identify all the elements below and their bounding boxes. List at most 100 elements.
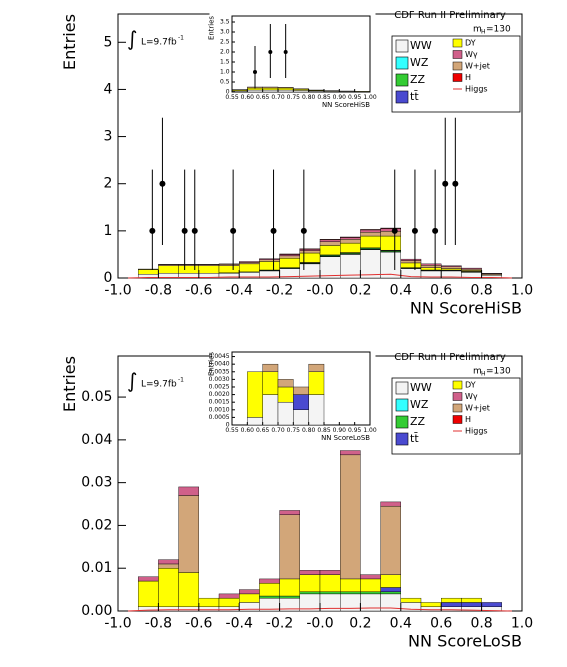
y-tick-label: 0.0035 [209, 368, 230, 375]
x-tick-label: -0.2 [266, 283, 293, 299]
histogram-segment [277, 401, 294, 426]
y-tick-label: 5 [103, 34, 112, 50]
histogram-segment [400, 262, 422, 268]
histogram-segment [420, 265, 442, 268]
legend-label: WZ [410, 56, 429, 69]
y-axis-label: Entries [208, 352, 216, 376]
histogram-segment [319, 570, 341, 575]
histogram-segment [461, 268, 482, 271]
integral-sign: ∫ [127, 369, 137, 393]
x-tick-label: 0.55 [225, 94, 239, 101]
legend-label: H [465, 73, 471, 82]
histogram-segment [441, 266, 462, 269]
histogram-segment [319, 241, 341, 246]
histogram-segment [158, 563, 179, 569]
histogram-segment [259, 259, 280, 262]
histogram-segment [340, 454, 361, 580]
x-tick-label: -0.6 [185, 283, 212, 299]
histogram-segment [279, 595, 301, 599]
legend-label: DY [465, 381, 476, 390]
x-tick-label: 1.00 [363, 94, 377, 101]
lumi-exponent: -1 [178, 377, 184, 384]
y-tick-label: 0.01 [81, 560, 112, 576]
legend-label: WW [410, 381, 432, 394]
x-axis-label: NN ScoreHiSB [410, 298, 522, 317]
y-tick-label: 1.0 [220, 69, 230, 76]
mass-label: m [473, 367, 482, 377]
histogram-segment [400, 597, 422, 603]
legend-swatch [395, 381, 409, 395]
x-tick-label: 1.0 [511, 616, 533, 632]
legend-label: tt̄ [410, 432, 419, 445]
legend-label: WW [410, 39, 432, 52]
histogram-segment [158, 265, 179, 274]
x-tick-label: 0.65 [256, 94, 270, 101]
y-tick-label: 0 [103, 270, 112, 286]
x-tick-label: 0.60 [241, 427, 255, 434]
legend-label: Higgs [465, 427, 488, 436]
lumi-exponent: -1 [178, 35, 184, 42]
data-point [452, 180, 459, 187]
legend-swatch [395, 73, 409, 87]
chart-title: CDF Run II Preliminary [394, 10, 506, 21]
histogram-segment [400, 258, 422, 261]
y-tick-label: 0.03 [81, 475, 112, 491]
y-tick-label: 2.0 [220, 49, 230, 56]
histogram-segment [247, 89, 263, 93]
histogram-segment [178, 265, 200, 274]
y-tick-label: 0.04 [81, 432, 112, 448]
chart-title: CDF Run II Preliminary [394, 352, 506, 363]
data-point [442, 180, 449, 187]
histogram-segment [262, 394, 279, 426]
data-point [411, 227, 418, 234]
histogram-segment [420, 602, 442, 607]
y-tick-label: 3 [103, 129, 112, 145]
histogram-segment [198, 597, 220, 607]
histogram-segment [380, 231, 402, 237]
histogram-segment [380, 574, 402, 588]
y-tick-label: 0.0015 [209, 399, 230, 406]
x-tick-label: 0.60 [241, 94, 255, 101]
histogram-segment [247, 371, 263, 418]
legend-swatch [395, 39, 409, 53]
data-point [253, 70, 257, 74]
y-tick-label: 0.0010 [209, 406, 230, 413]
x-tick-label: 0.75 [287, 427, 301, 434]
histogram-segment [360, 249, 381, 279]
legend-swatch [395, 415, 409, 429]
histogram-segment [340, 578, 361, 592]
legend-label: ZZ [410, 415, 426, 428]
y-tick-label: 0 [226, 422, 230, 429]
histogram-segment [340, 239, 361, 244]
histogram-segment [158, 568, 179, 607]
legend-label: Higgs [465, 85, 488, 94]
y-tick-label: 0.02 [81, 517, 112, 533]
histogram-segment [360, 574, 381, 580]
x-tick-label: 0.80 [302, 94, 316, 101]
legend-label: ZZ [410, 73, 426, 86]
histogram-segment [279, 254, 301, 257]
histogram-segment [400, 260, 422, 264]
data-point [268, 50, 273, 54]
x-tick-label: 0.65 [256, 427, 270, 434]
legend-swatch [452, 38, 463, 48]
y-tick-label: 0.5 [220, 79, 230, 86]
histogram-segment [198, 606, 220, 612]
histogram-segment [319, 574, 341, 592]
y-axis-label: Entries [208, 16, 216, 40]
y-axis-label: Entries [60, 356, 79, 412]
x-tick-label: 0.2 [349, 283, 371, 299]
histogram-segment [293, 90, 309, 93]
legend-label: H [465, 415, 471, 424]
histogram-segment [259, 582, 280, 597]
histogram-segment [319, 256, 341, 279]
mass-value: =130 [486, 367, 511, 377]
histogram-segment [308, 394, 325, 426]
histogram-segment [259, 595, 280, 599]
histogram-segment [178, 606, 200, 612]
data-point [159, 180, 166, 187]
legend-label: Wγ [465, 50, 478, 59]
integral-sign: ∫ [127, 27, 137, 51]
histogram-segment [279, 510, 301, 515]
x-tick-label: -1.0 [104, 616, 131, 632]
